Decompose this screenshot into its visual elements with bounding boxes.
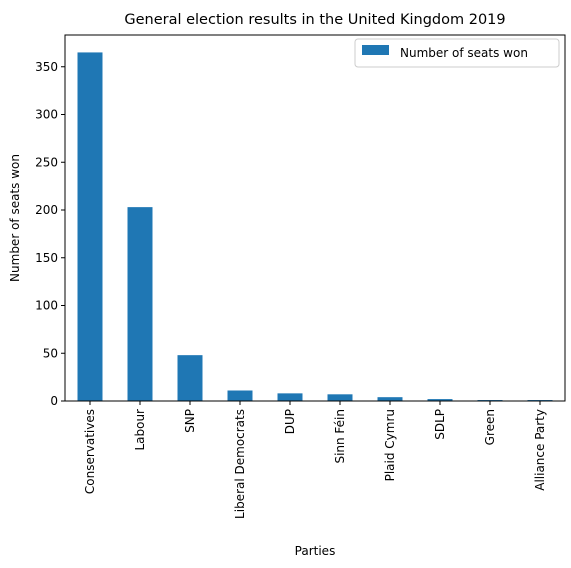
x-tick-label: Green (483, 409, 497, 445)
x-tick-label: DUP (283, 409, 297, 434)
x-axis-ticks: Conservatives Labour SNP Liberal Democrats D… (83, 401, 547, 519)
y-tick-label: 100 (35, 299, 58, 313)
y-axis-ticks: 0 50 100 150 200 250 300 350 (35, 60, 65, 408)
y-tick-label: 0 (50, 394, 58, 408)
bar-7 (427, 399, 453, 401)
bar-1 (127, 207, 153, 401)
x-tick-label: Conservatives (83, 409, 97, 494)
legend-swatch (362, 45, 389, 55)
y-axis-label: Number of seats won (8, 154, 22, 282)
bar-5 (327, 394, 353, 401)
bar-4 (277, 393, 303, 401)
x-tick-label: Liberal Democrats (233, 409, 247, 519)
bar-0 (77, 52, 103, 402)
bars-group (77, 52, 553, 402)
legend-box (354, 38, 560, 68)
chart-title: General election results in the United K… (124, 12, 505, 28)
y-tick-label: 350 (35, 60, 58, 74)
y-tick-label: 200 (35, 203, 58, 217)
x-tick-label: Plaid Cymru (383, 409, 397, 481)
x-tick-label: Labour (133, 409, 147, 451)
y-tick-label: 250 (35, 155, 58, 169)
y-tick-label: 300 (35, 108, 58, 122)
x-tick-label: SDLP (433, 409, 447, 440)
x-axis-label: Parties (295, 544, 336, 558)
x-tick-label: Sinn Féin (333, 409, 347, 464)
y-tick-label: 50 (43, 346, 58, 360)
bar-3 (227, 390, 253, 401)
bar-6 (377, 397, 403, 401)
legend: Number of seats won (354, 38, 560, 68)
bar-2 (177, 355, 203, 401)
y-tick-label: 150 (35, 251, 58, 265)
plot-frame (64, 34, 566, 402)
x-tick-label: Alliance Party (533, 409, 547, 491)
legend-label: Number of seats won (400, 46, 528, 60)
x-tick-label: SNP (183, 409, 197, 433)
